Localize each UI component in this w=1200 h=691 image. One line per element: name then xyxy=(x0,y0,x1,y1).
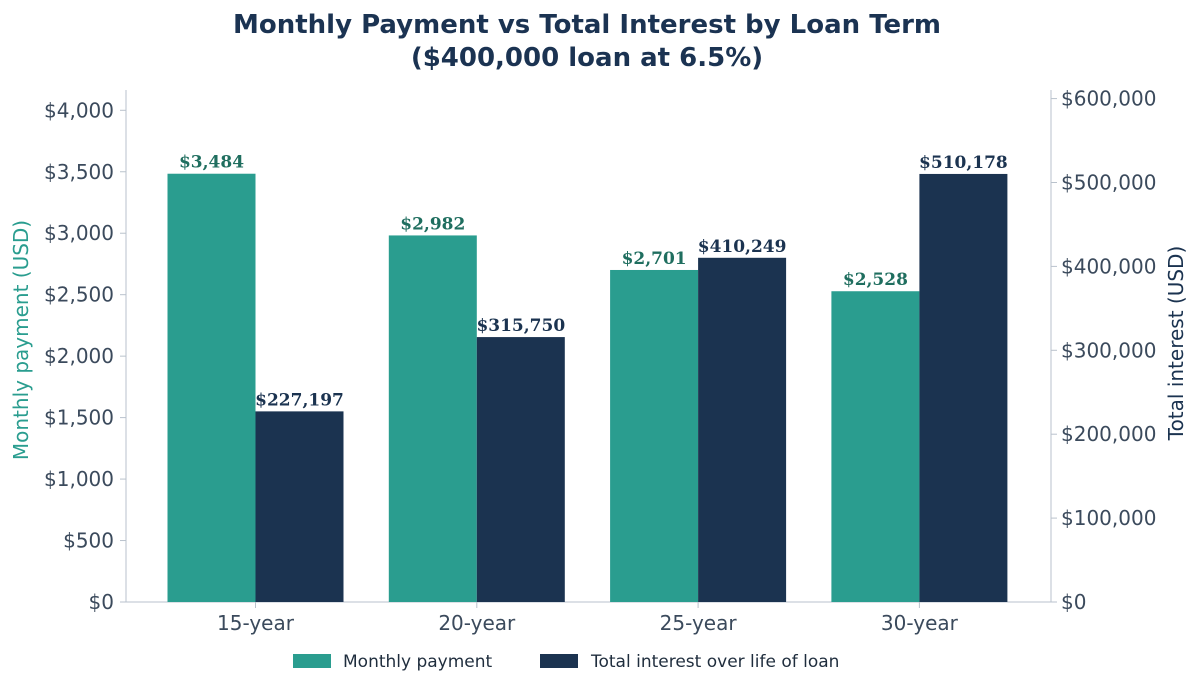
monthly-payment-bar xyxy=(388,235,477,602)
chart-title: Monthly Payment vs Total Interest by Loa… xyxy=(233,10,941,40)
left-tick-label: $2,000 xyxy=(44,344,114,368)
legend-label-monthly-payment: Monthly payment xyxy=(343,652,493,672)
total-interest-value-label: $315,750 xyxy=(476,316,565,336)
legend-label-total-interest: Total interest over life of loan xyxy=(590,652,839,672)
legend-swatch-monthly-payment xyxy=(293,654,331,668)
total-interest-value-label: $410,249 xyxy=(698,237,787,257)
total-interest-bar xyxy=(698,257,787,602)
right-axis-ticks: $0 $100,000 $200,000 $300,000 $400,000 $500,0… xyxy=(1051,87,1156,614)
right-axis-label: Total interest (USD) xyxy=(1164,246,1188,442)
bars xyxy=(167,173,1008,602)
chart-subtitle: ($400,000 loan at 6.5%) xyxy=(411,43,763,73)
left-tick-label: $0 xyxy=(89,590,114,614)
category-label: 25-year xyxy=(660,611,738,635)
right-tick-label: $600,000 xyxy=(1061,87,1156,111)
monthly-payment-value-label: $2,982 xyxy=(400,214,465,234)
monthly-payment-bar xyxy=(610,269,699,602)
monthly-payment-value-label: $2,701 xyxy=(622,249,687,269)
legend: Monthly payment Total interest over life… xyxy=(293,652,839,672)
left-tick-label: $3,500 xyxy=(44,160,114,184)
right-tick-label: $500,000 xyxy=(1061,170,1156,194)
left-tick-label: $3,000 xyxy=(44,221,114,245)
category-label: 30-year xyxy=(881,611,959,635)
monthly-payment-value-label: $3,484 xyxy=(179,153,244,173)
left-tick-label: $1,500 xyxy=(44,406,114,430)
left-axis-label: Monthly payment (USD) xyxy=(9,220,33,460)
total-interest-bar xyxy=(476,337,565,602)
total-interest-value-label: $227,197 xyxy=(255,390,344,410)
left-tick-label: $1,000 xyxy=(44,467,114,491)
right-tick-label: $100,000 xyxy=(1061,506,1156,530)
total-interest-value-label: $510,178 xyxy=(919,153,1008,173)
category-labels: 15-year 20-year 25-year 30-year xyxy=(217,602,959,635)
left-tick-label: $500 xyxy=(63,529,114,553)
total-interest-bar xyxy=(919,173,1008,602)
right-tick-label: $0 xyxy=(1061,590,1086,614)
data-labels: $3,484 $227,197 $2,982 $315,750 $2,701 $410,2… xyxy=(179,153,1008,411)
left-tick-label: $2,500 xyxy=(44,283,114,307)
category-label: 15-year xyxy=(217,611,295,635)
monthly-payment-bar xyxy=(167,173,256,602)
left-axis-ticks: $0 $500 $1,000 $1,500 $2,000 $2,500 $3,000 $3,5… xyxy=(44,98,126,614)
monthly-payment-bar xyxy=(831,291,920,602)
right-tick-label: $200,000 xyxy=(1061,422,1156,446)
right-tick-label: $300,000 xyxy=(1061,338,1156,362)
left-tick-label: $4,000 xyxy=(44,98,114,122)
legend-swatch-total-interest xyxy=(540,654,578,668)
total-interest-bar xyxy=(255,411,344,602)
right-tick-label: $400,000 xyxy=(1061,254,1156,278)
monthly-payment-value-label: $2,528 xyxy=(843,270,908,290)
category-label: 20-year xyxy=(438,611,516,635)
